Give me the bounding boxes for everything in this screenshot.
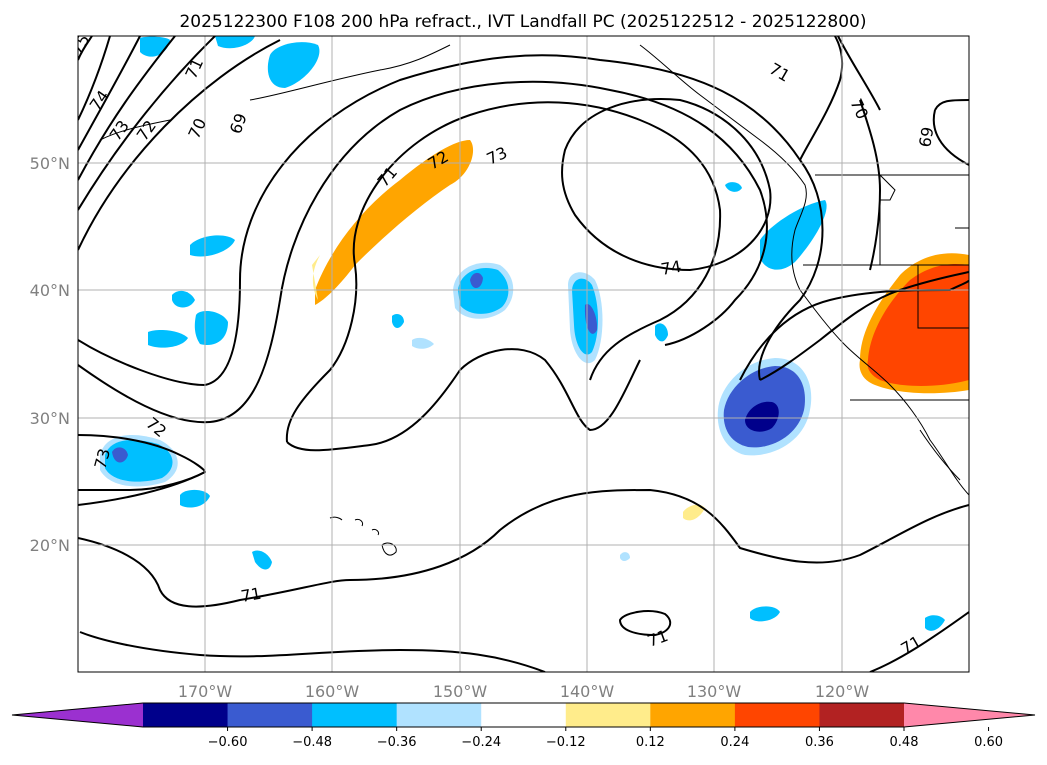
colorbar-tick-label: −0.36 <box>377 735 417 750</box>
colorbar-extend-low <box>12 703 143 727</box>
latitude-labels: 50°N 40°N 30°N 20°N <box>30 154 70 555</box>
lat-label: 30°N <box>30 409 70 428</box>
colorbar-tick-label: −0.12 <box>546 735 586 750</box>
colorbar-segment <box>650 703 736 727</box>
lat-label: 20°N <box>30 536 70 555</box>
lon-label: 120°W <box>815 682 870 701</box>
colorbar: −0.60 −0.48 −0.36 −0.24 −0.12 0.12 0.24 0.36 0.4… <box>11 702 1036 750</box>
colorbar-tick-label: −0.48 <box>292 735 332 750</box>
coastline-layer <box>99 44 969 556</box>
hawaii-islands <box>329 516 397 556</box>
colorbar-tick-label: 0.24 <box>720 735 749 750</box>
colorbar-tick-label: −0.60 <box>208 735 248 750</box>
colorbar-outline <box>11 702 1036 728</box>
lon-label: 170°W <box>178 682 233 701</box>
colorbar-tick-label: 0.12 <box>636 735 665 750</box>
lat-label: 40°N <box>30 281 70 300</box>
colorbar-tick-label: 0.48 <box>890 735 919 750</box>
map-background <box>78 36 969 672</box>
lon-label: 130°W <box>687 682 742 701</box>
lon-label: 140°W <box>560 682 615 701</box>
colorbar-segment <box>143 703 229 727</box>
colorbar-tick-label: 0.60 <box>974 735 1003 750</box>
colorbar-tick-label: −0.24 <box>461 735 501 750</box>
colorbar-tick-label: 0.36 <box>805 735 834 750</box>
colorbar-segment <box>565 703 651 727</box>
colorbar-segment <box>819 703 905 727</box>
colorbar-segment <box>734 703 820 727</box>
aleutian-islands <box>99 119 171 141</box>
contour-label: 74 <box>659 257 682 279</box>
colorbar-segment <box>227 703 313 727</box>
lon-label: 160°W <box>305 682 360 701</box>
contour-label: 73 <box>91 446 115 471</box>
contour-label: 69 <box>915 125 937 148</box>
border-layer <box>803 174 969 401</box>
longitude-labels: 170°W 160°W 150°W 140°W 130°W 120°W <box>178 682 870 701</box>
contour-label: 71 <box>239 584 262 606</box>
map-panel: 75 74 73 72 71 70 69 71 72 73 74 73 72 7… <box>77 35 970 673</box>
map-title: 2025122300 F108 200 hPa refract., IVT La… <box>179 12 866 32</box>
shading-layer <box>100 36 969 631</box>
gridlines <box>78 36 969 672</box>
colorbar-extend-high <box>904 703 1035 727</box>
map-frame <box>77 35 970 673</box>
lat-label: 50°N <box>30 154 70 173</box>
colorbar-segment <box>396 703 482 727</box>
colorbar-segment <box>312 703 398 727</box>
colorbar-segment <box>481 703 567 727</box>
north-america-coastline <box>639 44 969 496</box>
lon-label: 150°W <box>433 682 488 701</box>
